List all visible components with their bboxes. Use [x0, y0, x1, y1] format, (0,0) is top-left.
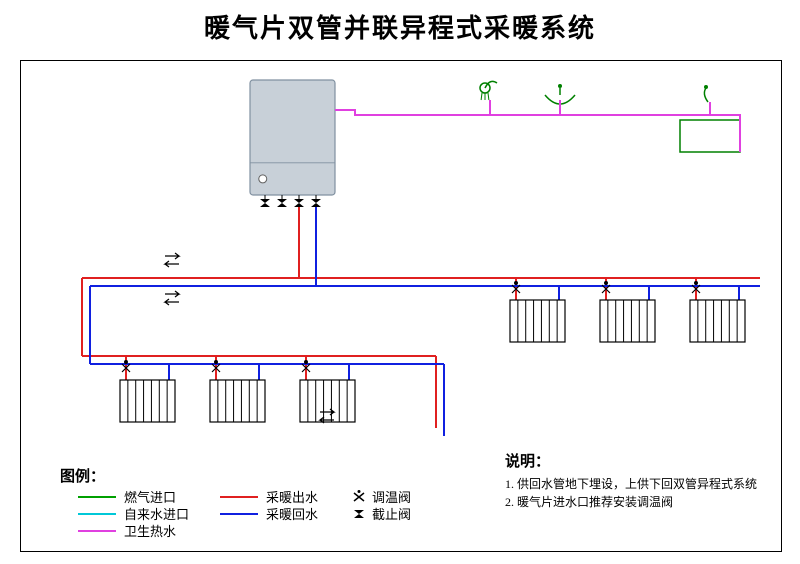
notes-line-2: 2. 暖气片进水口推荐安装调温阀: [505, 493, 673, 510]
page-title: 暖气片双管并联异程式采暖系统: [0, 8, 800, 45]
legend-label: 截止阀: [372, 504, 411, 523]
legend-swatch: [220, 513, 258, 515]
radiators: [120, 281, 745, 422]
legend-label: 卫生热水: [124, 521, 176, 540]
legend-swatch: [78, 513, 116, 515]
boiler-valves: [260, 195, 321, 207]
legend-swatch: [78, 496, 116, 498]
legend-label: 采暖回水: [266, 504, 318, 523]
stop-valve-icon: [352, 507, 366, 521]
legend-swatch: [78, 530, 116, 532]
return-pipe: [90, 207, 760, 436]
dhw-fixtures: [480, 81, 740, 152]
notes-title: 说明：: [505, 450, 550, 471]
reg-valve-icon: [352, 490, 366, 504]
legend-valve-item: 截止阀: [352, 504, 411, 523]
legend-swatch: [220, 496, 258, 498]
boiler: [250, 80, 335, 195]
legend-item: 采暖回水: [220, 504, 318, 523]
legend-item: 卫生热水: [78, 521, 176, 540]
legend-title: 图例：: [60, 465, 105, 486]
supply-pipe: [82, 207, 760, 428]
notes-line-1: 1. 供回水管地下埋设，上供下回双管异程式系统: [505, 475, 757, 492]
